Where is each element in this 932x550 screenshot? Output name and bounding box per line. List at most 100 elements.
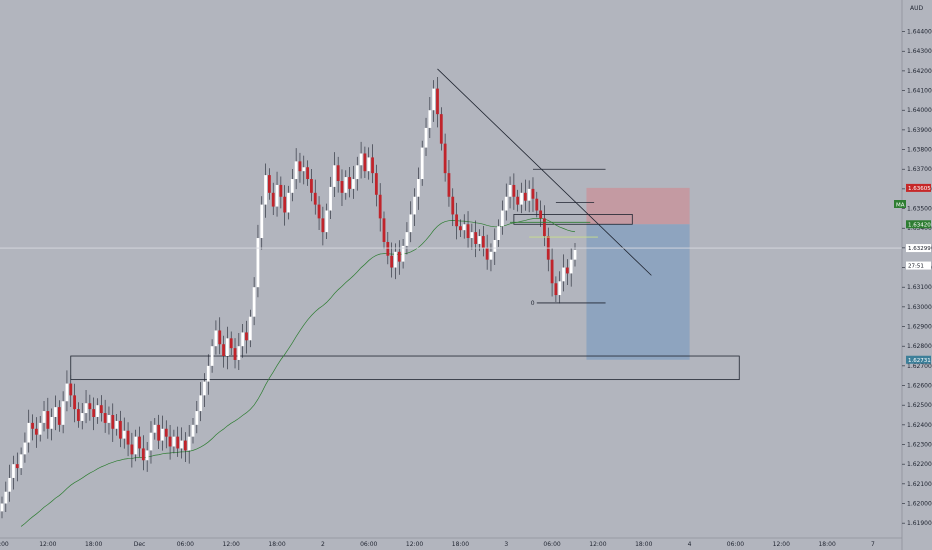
candle-body [573, 249, 577, 260]
candle-body [520, 192, 523, 205]
candle-body [504, 196, 508, 211]
candle-body [344, 177, 348, 193]
price-label-box [906, 220, 931, 229]
candle-body [543, 218, 546, 237]
x-tick-label: 18:00 [452, 541, 469, 548]
candle-body [489, 251, 493, 260]
candle-body [478, 236, 481, 244]
candle-body [397, 251, 401, 262]
candle-body [245, 332, 248, 341]
candle-body [27, 422, 31, 443]
candlestick-series [0, 76, 577, 519]
candle-body [210, 346, 214, 366]
x-tick-label: 7 [871, 541, 875, 548]
x-tick-label: 06:00 [360, 541, 377, 548]
candle-body [378, 194, 382, 219]
moving-average-line [20, 217, 576, 527]
candle-body [386, 241, 390, 256]
candle-body [96, 405, 99, 417]
price-label-box [906, 355, 931, 364]
x-tick-label: 2 [321, 541, 325, 548]
currency-label: AUD [910, 5, 923, 12]
price-label-text: 1.62731 [908, 358, 931, 364]
x-tick-label: 3 [504, 541, 508, 548]
candle-body [252, 287, 256, 317]
candle-body [424, 127, 428, 148]
ma-legend: MA [894, 200, 906, 209]
x-tick-label: 06:00 [727, 541, 744, 548]
x-tick-label: 12:00 [406, 541, 423, 548]
y-tick-label: 1.62000 [907, 501, 932, 508]
candle-body [558, 281, 562, 296]
candle-body [31, 422, 34, 429]
price-label-box [906, 183, 931, 192]
x-tick-label: 4 [688, 541, 692, 548]
candle-body [103, 413, 107, 423]
candle-body [565, 267, 569, 274]
candle-body [481, 236, 485, 248]
drawing-zones [70, 187, 740, 381]
candle-body [355, 165, 359, 180]
candle-body [256, 238, 260, 288]
candle-body [248, 316, 252, 341]
candle-body [527, 188, 531, 201]
x-tick-label: Dec [134, 541, 146, 548]
candle-body [42, 411, 46, 423]
stop-loss-zone[interactable] [586, 187, 690, 225]
candle-body [371, 157, 374, 174]
candle-body [485, 247, 489, 260]
candle-body [535, 198, 539, 211]
candle-body [168, 436, 172, 447]
candle-body [428, 110, 432, 128]
candle-body [115, 420, 118, 429]
candle-body [283, 196, 287, 213]
candle-body [413, 196, 416, 215]
candle-body [153, 424, 157, 433]
x-tick-label: 18:00 [85, 541, 102, 548]
x-tick-label: 12:00 [39, 541, 56, 548]
zone-box[interactable] [513, 214, 633, 225]
price-label-box [906, 261, 931, 270]
candle-body [493, 240, 497, 252]
y-tick-label: 1.62300 [907, 442, 932, 449]
y-tick-label: 1.63900 [907, 127, 932, 134]
candle-body [523, 192, 527, 201]
time-axis[interactable]: 6:00 12:00 18:00 Dec 06:00 12:00 18:00 2 06:00 12… [0, 537, 902, 548]
candle-body [180, 440, 183, 449]
take-profit-zone[interactable] [586, 224, 690, 360]
candle-body [290, 179, 294, 193]
candle-body [409, 214, 413, 233]
candle-body [302, 167, 306, 172]
zone-box[interactable] [70, 355, 740, 381]
ma-legend-label: MA [896, 203, 905, 209]
y-tick-label: 1.63400 [907, 225, 932, 232]
price-label-text: 27:51 [908, 264, 924, 270]
candle-body [279, 184, 283, 197]
x-tick-label: 18:00 [268, 541, 285, 548]
candle-body [195, 411, 199, 425]
candle-body [264, 175, 267, 205]
candle-body [390, 255, 394, 268]
candle-body [12, 464, 15, 478]
candle-body [306, 167, 309, 180]
candle-body [394, 251, 397, 268]
candle-body [107, 415, 111, 423]
candle-body [8, 477, 12, 492]
candle-body [237, 346, 241, 360]
y-tick-label: 1.64300 [907, 48, 932, 55]
candle-body [149, 432, 153, 451]
trendline[interactable] [437, 68, 652, 276]
price-axis[interactable]: AUD 1.64400 1.64300 1.64200 1.64100 1.64000 1… [901, 0, 932, 550]
x-tick-label: 18:00 [818, 541, 835, 548]
price-label-text: 1.63299 [908, 246, 931, 252]
candle-body [401, 245, 405, 262]
y-tick-label: 1.61900 [907, 520, 932, 527]
x-tick-label: 06:00 [543, 541, 560, 548]
x-tick-label: 6:00 [0, 541, 9, 548]
fib-level-label: 0 [531, 300, 535, 307]
y-tick-label: 1.64100 [907, 88, 932, 95]
candle-body [134, 436, 138, 455]
y-tick-label: 1.62400 [907, 422, 932, 429]
